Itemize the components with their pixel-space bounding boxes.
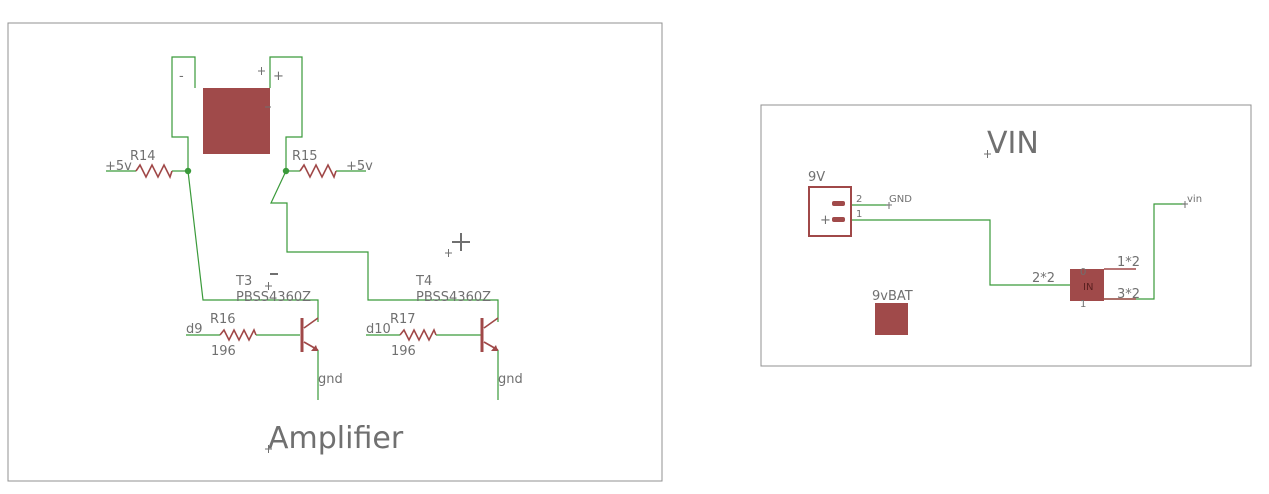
- connector-pin1: [832, 217, 845, 222]
- connector-pin2: [832, 201, 845, 206]
- resistor-r14[interactable]: [135, 163, 173, 180]
- t3-collector-leg: [303, 317, 319, 329]
- amplifier-frame: [7, 22, 663, 482]
- voltage-regulator[interactable]: [1070, 268, 1136, 301]
- gnd-net-label: GND: [889, 194, 912, 205]
- resistor-r16[interactable]: [219, 328, 257, 342]
- vin-frame: [760, 104, 1252, 367]
- regulator-pin-bottom-num: 1: [1080, 299, 1086, 310]
- wire-t3-collector: [187, 170, 319, 322]
- t4-name: T4: [415, 274, 432, 289]
- connector-body: [808, 186, 852, 237]
- t4-base-net: d10: [366, 322, 391, 337]
- t3-emitter-net: gnd: [318, 372, 343, 387]
- regulator-pin-top-num: 0: [1080, 267, 1086, 278]
- regulator-in-label: IN: [1083, 282, 1093, 293]
- r15-name: R15: [292, 149, 318, 164]
- r17-value: 196: [391, 344, 416, 359]
- battery-name: 9vBAT: [872, 289, 913, 304]
- transistor-t4[interactable]: [480, 317, 499, 352]
- r15-zigzag: [299, 163, 337, 180]
- wire-vin-output: [1100, 203, 1185, 300]
- r14-name: R14: [130, 149, 156, 164]
- r16-value: 196: [211, 344, 236, 359]
- pad-minus-label: -: [179, 69, 184, 84]
- r17-zigzag: [399, 328, 437, 342]
- vin-sheet: VIN 9V 2 1 + GND vin IN 0 1 2*2: [760, 104, 1252, 367]
- t4-collector-leg: [483, 317, 499, 329]
- battery-body: [875, 303, 908, 335]
- t4-emitter-net: gnd: [498, 372, 523, 387]
- connector-name: 9V: [808, 170, 825, 185]
- r16-zigzag: [219, 328, 257, 342]
- t3-base-net: d9: [186, 322, 203, 337]
- t3-value: PBSS4360Z: [236, 290, 311, 305]
- r14-zigzag: [135, 163, 173, 180]
- regulator-left-pin: 2*2: [1032, 271, 1055, 286]
- connector-9v[interactable]: [808, 186, 852, 237]
- connector-plus-mark: +: [820, 213, 831, 228]
- connector-pin2-label: 2: [856, 194, 862, 205]
- r16-name: R16: [210, 312, 236, 327]
- regulator-body: [1070, 269, 1104, 301]
- amplifier-title: Amplifier: [268, 421, 404, 456]
- t3-name: T3: [235, 274, 252, 289]
- regulator-right-top-pin: 1*2: [1117, 255, 1140, 270]
- resistor-r17[interactable]: [399, 328, 437, 342]
- wire-pad-minus: [171, 56, 196, 171]
- r17-name: R17: [390, 312, 416, 327]
- wire-pad-plus: [269, 56, 303, 171]
- pad-plus-label: +: [273, 69, 284, 84]
- vin-net-label: vin: [1187, 194, 1202, 205]
- wire-t4-collector: [270, 170, 499, 322]
- t4-value: PBSS4360Z: [416, 290, 491, 305]
- amplifier-wires: [106, 56, 499, 400]
- amplifier-sheet: - + R14 +5v: [7, 22, 663, 482]
- battery-9v[interactable]: [875, 303, 908, 335]
- junction-r14: [184, 167, 192, 175]
- t4-emitter-arrow: [491, 345, 498, 351]
- r15-net-label: +5v: [346, 159, 373, 174]
- speaker-pad-body: [203, 88, 270, 154]
- regulator-right-bottom-pin: 3*2: [1117, 287, 1140, 302]
- wire-vin-input: [852, 219, 1070, 286]
- vin-title: VIN: [987, 126, 1039, 161]
- junction-r15: [282, 167, 290, 175]
- t3-emitter-arrow: [311, 345, 318, 351]
- r14-net-label: +5v: [105, 159, 132, 174]
- resistor-r15[interactable]: [299, 163, 337, 180]
- transistor-t3[interactable]: [300, 317, 319, 352]
- speaker-pad[interactable]: [203, 88, 270, 154]
- connector-pin1-label: 1: [856, 209, 862, 220]
